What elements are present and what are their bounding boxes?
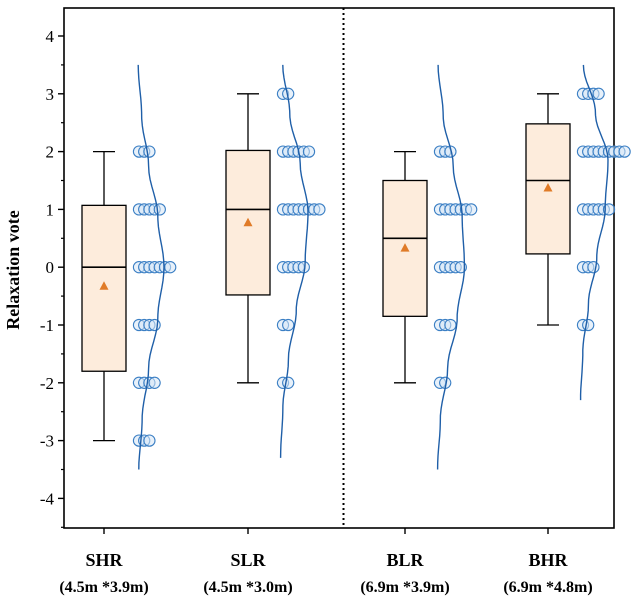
data-point (153, 203, 166, 216)
data-point (592, 87, 605, 100)
data-point (148, 318, 161, 332)
y-tick-label: 2 (46, 143, 55, 162)
mean-marker (99, 281, 109, 290)
series-blr (382, 64, 478, 470)
y-tick-label: -1 (40, 316, 54, 335)
x-category-sublabel: (6.9m *3.9m) (360, 579, 449, 596)
x-category-label: SLR (230, 550, 266, 570)
mean-marker (400, 243, 410, 252)
x-category-sublabel: (4.5m *3.9m) (59, 579, 148, 596)
data-point (282, 318, 295, 332)
data-point (444, 318, 457, 332)
mean-marker (543, 183, 553, 192)
y-tick-label: -2 (40, 374, 54, 393)
y-tick-label: 0 (46, 258, 55, 277)
series-layer (81, 64, 631, 470)
y-tick-label: 4 (46, 27, 55, 46)
y-axis: -4 -3 -2 -1 0 1 2 3 4 (40, 27, 64, 528)
data-point (148, 376, 161, 389)
x-category-sublabel: (4.5m *3.0m) (203, 579, 292, 596)
x-category-label: BLR (386, 550, 424, 570)
x-category-label: SHR (85, 550, 123, 570)
density-curve (279, 64, 309, 458)
data-point (282, 376, 295, 389)
data-point (602, 203, 616, 216)
x-axis: SHR (4.5m *3.9m) SLR (4.5m *3.0m) BLR (6.9m *… (59, 528, 593, 596)
data-point (582, 318, 595, 332)
x-category-sublabel: (6.9m *4.8m) (503, 579, 592, 596)
data-point (618, 145, 631, 158)
series-slr (225, 64, 326, 458)
density-curve (579, 64, 609, 401)
data-point (465, 203, 478, 216)
plot-border (63, 7, 615, 529)
y-tick-label: 1 (46, 200, 55, 219)
series-bhr (525, 64, 631, 401)
density-curve (436, 64, 466, 470)
y-tick-label: 3 (46, 85, 55, 104)
x-category-label: BHR (528, 550, 568, 570)
series-shr (81, 64, 177, 470)
y-tick-label: -3 (40, 432, 54, 451)
data-point (302, 145, 316, 158)
data-point (143, 434, 156, 447)
data-point (164, 261, 177, 274)
y-tick-label: -4 (40, 489, 55, 508)
data-point (313, 203, 326, 216)
y-axis-label: Relaxation vote (3, 210, 23, 329)
mean-marker (243, 217, 253, 227)
plot-frame (63, 7, 615, 529)
density-curve (137, 64, 165, 470)
data-point (587, 261, 600, 274)
data-point (143, 145, 156, 158)
